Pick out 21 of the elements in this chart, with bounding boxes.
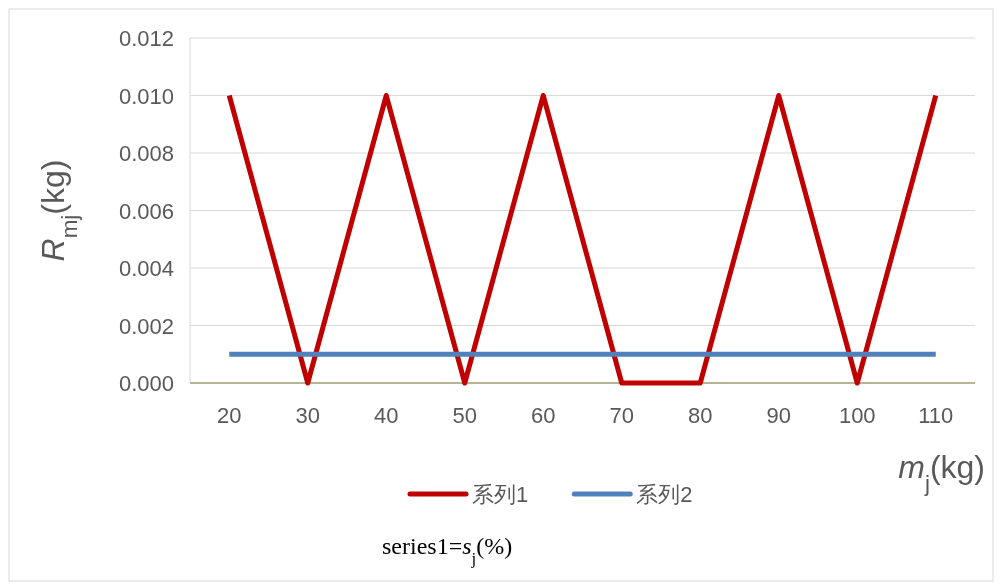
- y-tick-label: 0.006: [118, 198, 174, 224]
- y-tick-label: 0.010: [118, 83, 174, 109]
- x-tick-label: 60: [531, 403, 556, 428]
- text: series1=s$_{j}$(%): [382, 533, 513, 568]
- x-tick-label: 40: [374, 403, 399, 428]
- y-tick-label: 0.004: [118, 256, 174, 281]
- y-tick-label: 0.008: [118, 141, 174, 166]
- legend-label: 系列1: [472, 482, 529, 507]
- x-tick-label: 50: [452, 403, 477, 428]
- x-tick-label: 100: [838, 403, 876, 428]
- y-tick-label: 0.002: [118, 313, 174, 339]
- x-tick-label: 90: [766, 403, 791, 428]
- x-axis-title: m$_{j}$(kg): [898, 449, 985, 496]
- x-tick-label: 110: [918, 403, 954, 428]
- x-tick-label: 30: [295, 403, 320, 428]
- legend-label: 系列2: [636, 482, 693, 507]
- y-tick-label: 0.000: [118, 371, 174, 396]
- x-tick-label: 80: [688, 403, 713, 428]
- x-tick-label: 70: [609, 403, 634, 428]
- x-tick-label: 20: [217, 403, 242, 428]
- y-tick-label: 0.012: [118, 26, 174, 51]
